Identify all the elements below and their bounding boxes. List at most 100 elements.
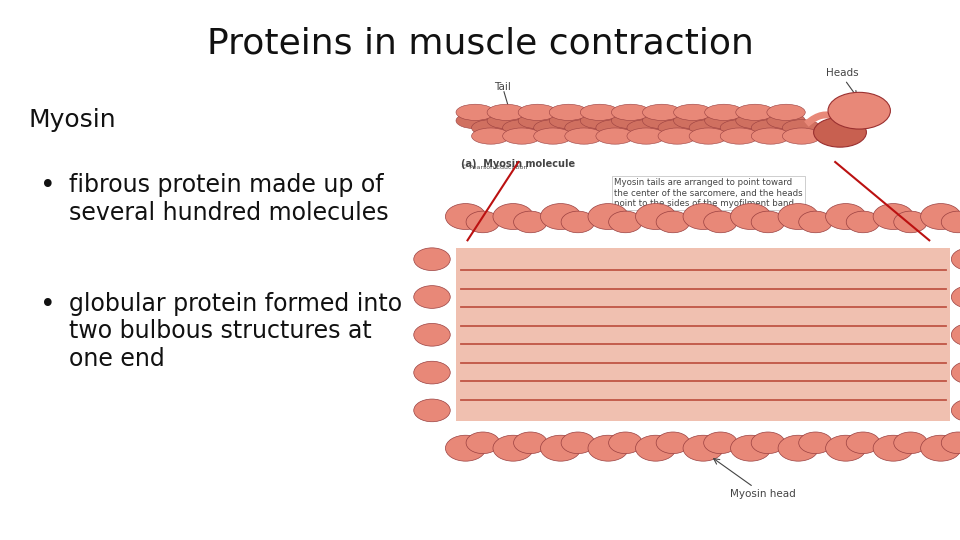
Ellipse shape <box>782 120 821 136</box>
Ellipse shape <box>847 432 879 454</box>
Ellipse shape <box>609 432 642 454</box>
Ellipse shape <box>814 117 867 147</box>
Text: fibrous protein made up of
several hundred molecules: fibrous protein made up of several hundr… <box>69 173 389 225</box>
Ellipse shape <box>627 120 665 136</box>
Ellipse shape <box>636 204 676 230</box>
Text: •: • <box>40 292 56 318</box>
Ellipse shape <box>826 435 866 461</box>
Ellipse shape <box>941 211 960 233</box>
Ellipse shape <box>941 432 960 454</box>
Ellipse shape <box>514 211 547 233</box>
Ellipse shape <box>951 248 960 271</box>
Ellipse shape <box>561 211 594 233</box>
FancyBboxPatch shape <box>456 248 950 421</box>
Ellipse shape <box>683 204 723 230</box>
Ellipse shape <box>588 435 628 461</box>
Ellipse shape <box>731 435 771 461</box>
Ellipse shape <box>414 323 450 346</box>
Ellipse shape <box>596 128 635 144</box>
Ellipse shape <box>493 435 534 461</box>
Ellipse shape <box>951 286 960 308</box>
Ellipse shape <box>767 112 805 129</box>
Ellipse shape <box>445 204 486 230</box>
Ellipse shape <box>456 104 494 120</box>
Text: (a)  Myosin molecule: (a) Myosin molecule <box>461 159 575 170</box>
Ellipse shape <box>636 435 676 461</box>
Ellipse shape <box>731 204 771 230</box>
Ellipse shape <box>847 211 879 233</box>
Ellipse shape <box>921 204 960 230</box>
Ellipse shape <box>642 112 681 129</box>
Ellipse shape <box>414 361 450 384</box>
Text: Myosin head: Myosin head <box>730 489 795 499</box>
Ellipse shape <box>894 211 927 233</box>
Ellipse shape <box>689 128 728 144</box>
Ellipse shape <box>751 432 784 454</box>
Ellipse shape <box>799 432 832 454</box>
Ellipse shape <box>503 120 541 136</box>
Ellipse shape <box>518 112 557 129</box>
Ellipse shape <box>642 104 681 120</box>
Ellipse shape <box>778 435 818 461</box>
Ellipse shape <box>683 435 723 461</box>
Ellipse shape <box>564 120 603 136</box>
Text: Heads: Heads <box>826 68 858 78</box>
Ellipse shape <box>751 211 784 233</box>
Ellipse shape <box>874 204 914 230</box>
Ellipse shape <box>894 432 927 454</box>
Ellipse shape <box>445 435 486 461</box>
Ellipse shape <box>720 128 758 144</box>
Ellipse shape <box>549 104 588 120</box>
Ellipse shape <box>627 128 665 144</box>
Ellipse shape <box>514 432 547 454</box>
Ellipse shape <box>414 248 450 271</box>
Ellipse shape <box>503 128 541 144</box>
Ellipse shape <box>752 128 790 144</box>
Ellipse shape <box>799 211 832 233</box>
Ellipse shape <box>564 128 603 144</box>
Text: •: • <box>40 173 56 199</box>
Ellipse shape <box>534 120 572 136</box>
Ellipse shape <box>658 128 696 144</box>
Ellipse shape <box>735 104 774 120</box>
Ellipse shape <box>689 120 728 136</box>
Ellipse shape <box>487 104 525 120</box>
Ellipse shape <box>493 204 534 230</box>
Ellipse shape <box>581 104 619 120</box>
Ellipse shape <box>951 361 960 384</box>
Ellipse shape <box>658 120 696 136</box>
Text: © Pearson Education: © Pearson Education <box>461 165 527 170</box>
Ellipse shape <box>540 435 581 461</box>
Text: Proteins in muscle contraction: Proteins in muscle contraction <box>206 27 754 61</box>
Ellipse shape <box>767 104 805 120</box>
Ellipse shape <box>705 104 743 120</box>
Ellipse shape <box>612 112 650 129</box>
Ellipse shape <box>752 120 790 136</box>
Ellipse shape <box>705 112 743 129</box>
Ellipse shape <box>596 120 635 136</box>
Ellipse shape <box>467 432 499 454</box>
Text: Myosin tails are arranged to point toward
the center of the sarcomere, and the h: Myosin tails are arranged to point towar… <box>614 178 803 208</box>
Ellipse shape <box>951 399 960 422</box>
Ellipse shape <box>414 399 450 422</box>
Ellipse shape <box>778 204 818 230</box>
Ellipse shape <box>487 112 525 129</box>
Ellipse shape <box>674 112 712 129</box>
Ellipse shape <box>471 128 510 144</box>
Ellipse shape <box>782 128 821 144</box>
Ellipse shape <box>561 432 594 454</box>
Ellipse shape <box>540 204 581 230</box>
Ellipse shape <box>704 211 737 233</box>
Ellipse shape <box>951 323 960 346</box>
Ellipse shape <box>471 120 510 136</box>
Ellipse shape <box>921 435 960 461</box>
Ellipse shape <box>874 435 914 461</box>
Ellipse shape <box>612 104 650 120</box>
Ellipse shape <box>826 204 866 230</box>
Ellipse shape <box>609 211 642 233</box>
Text: Myosin: Myosin <box>29 108 116 132</box>
Ellipse shape <box>581 112 619 129</box>
Ellipse shape <box>549 112 588 129</box>
Ellipse shape <box>518 104 557 120</box>
Ellipse shape <box>657 432 689 454</box>
